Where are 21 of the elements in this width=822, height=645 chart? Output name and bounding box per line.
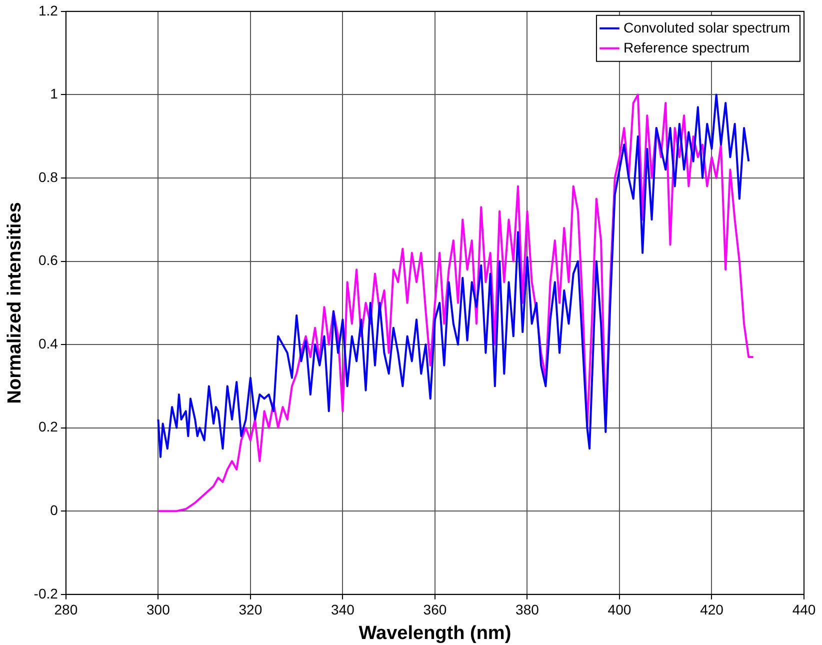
y-tick-label: 0.6 [38, 252, 58, 268]
y-tick-label: 0 [50, 502, 58, 518]
x-tick-label: 280 [54, 602, 78, 618]
x-tick-label: 420 [700, 602, 724, 618]
x-tick-label: 360 [423, 602, 447, 618]
y-axis-title: Normalized intensities [4, 202, 26, 404]
x-tick-label: 380 [516, 602, 540, 618]
x-tick-label: 340 [331, 602, 355, 618]
legend-label: Reference spectrum [623, 39, 750, 56]
y-tick-label: -0.2 [34, 585, 58, 602]
y-tick-label: 1.2 [38, 2, 58, 18]
x-tick-label: 440 [792, 602, 816, 618]
x-tick-label: 300 [146, 602, 170, 618]
x-tick-label: 320 [238, 602, 262, 618]
legend-label: Convoluted solar spectrum [623, 19, 790, 36]
y-tick-label: 0.8 [38, 168, 58, 185]
y-tick-label: 0.2 [38, 418, 58, 435]
y-tick-label: 0.4 [38, 335, 58, 352]
y-tick-label: 1 [50, 86, 58, 102]
x-axis-title: Wavelength (nm) [358, 622, 512, 644]
x-tick-label: 400 [608, 602, 632, 618]
